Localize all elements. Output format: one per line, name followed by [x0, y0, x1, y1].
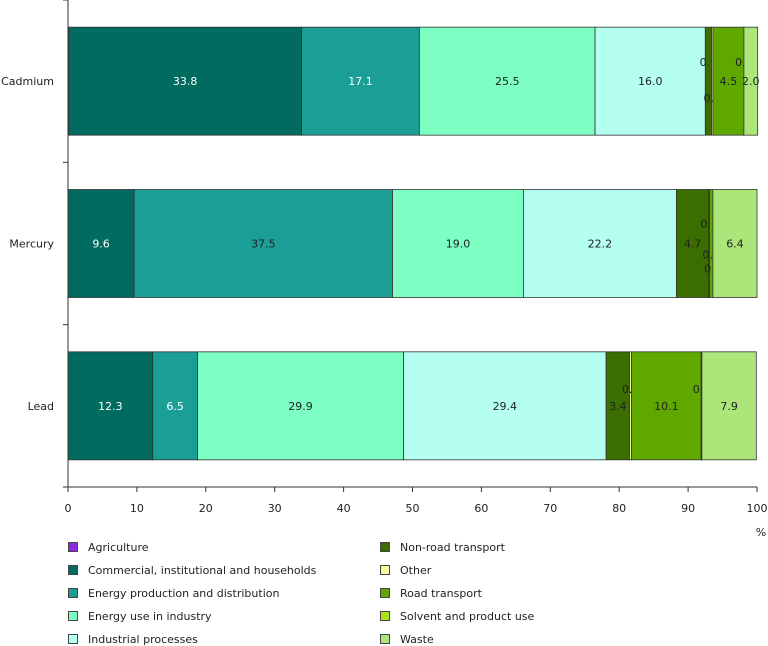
legend-label: Non-road transport: [400, 541, 505, 554]
data-label: 12.3: [98, 400, 123, 413]
x-tick-label: 40: [337, 502, 351, 515]
legend-item: Waste: [380, 632, 434, 646]
legend-swatch: [68, 565, 78, 575]
legend-swatch: [68, 611, 78, 621]
data-label: 33.8: [173, 75, 198, 88]
x-tick-label: 80: [612, 502, 626, 515]
legend-item: Solvent and product use: [380, 609, 534, 623]
legend-item: Other: [380, 563, 431, 577]
data-label: 29.4: [493, 400, 518, 413]
data-label: 22.2: [588, 238, 613, 251]
data-label: 6.5: [166, 400, 184, 413]
legend-label: Industrial processes: [88, 633, 198, 646]
legend-item: Energy production and distribution: [68, 586, 279, 600]
x-axis-label: %: [756, 526, 766, 539]
legend-label: Agriculture: [88, 541, 149, 554]
x-tick-label: 20: [199, 502, 213, 515]
data-label: 4.7: [684, 238, 702, 251]
legend-item: Commercial, institutional and households: [68, 563, 316, 577]
legend-item: Industrial processes: [68, 632, 198, 646]
data-label: 37.5: [251, 238, 276, 251]
stacked-bar-chart: 0.133.817.125.516.00.90.24.50.02.0Cadmiu…: [0, 0, 768, 540]
legend-label: Road transport: [400, 587, 482, 600]
x-tick-label: 60: [474, 502, 488, 515]
legend-swatch: [68, 542, 78, 552]
x-tick-label: 90: [681, 502, 695, 515]
legend-item: Non-road transport: [380, 540, 505, 554]
legend-swatch: [380, 565, 390, 575]
data-label: 25.5: [495, 75, 520, 88]
legend-swatch: [380, 542, 390, 552]
data-label: 10.1: [654, 400, 679, 413]
x-tick-label: 50: [406, 502, 420, 515]
x-tick-label: 10: [130, 502, 144, 515]
x-tick-label: 0: [65, 502, 72, 515]
data-label: 17.1: [348, 75, 373, 88]
category-label: Mercury: [9, 238, 54, 251]
legend-label: Energy production and distribution: [88, 587, 279, 600]
x-tick-label: 100: [747, 502, 768, 515]
category-label: Lead: [28, 400, 54, 413]
data-label: 3.4: [609, 400, 627, 413]
legend-item: Road transport: [380, 586, 482, 600]
category-label: Cadmium: [1, 75, 54, 88]
legend-label: Commercial, institutional and households: [88, 564, 316, 577]
data-label: 9.6: [92, 238, 110, 251]
data-label: 29.9: [288, 400, 313, 413]
legend-item: Agriculture: [68, 540, 149, 554]
x-tick-label: 30: [268, 502, 282, 515]
data-label: 16.0: [638, 75, 663, 88]
legend-item: Energy use in industry: [68, 609, 212, 623]
data-label: 6.4: [726, 238, 744, 251]
data-label: 2.0: [742, 75, 760, 88]
legend-label: Other: [400, 564, 431, 577]
data-label: 19.0: [446, 238, 471, 251]
legend-label: Energy use in industry: [88, 610, 212, 623]
legend-swatch: [380, 611, 390, 621]
legend-swatch: [68, 634, 78, 644]
legend-swatch: [380, 634, 390, 644]
legend-label: Solvent and product use: [400, 610, 534, 623]
legend-swatch: [380, 588, 390, 598]
bar-segment: [705, 27, 711, 135]
legend-label: Waste: [400, 633, 434, 646]
legend-swatch: [68, 588, 78, 598]
data-label: 4.5: [720, 75, 738, 88]
bar-segment: [709, 190, 712, 298]
data-label: 7.9: [720, 400, 738, 413]
x-tick-label: 70: [543, 502, 557, 515]
